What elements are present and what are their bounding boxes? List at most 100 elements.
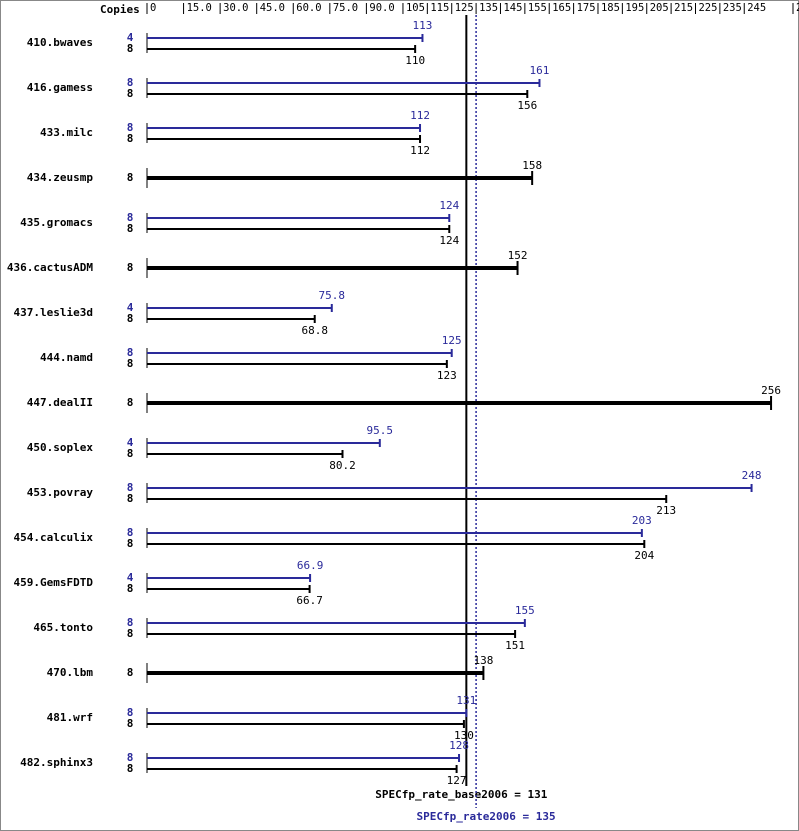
value-label: 204 — [634, 549, 654, 562]
x-tick-label: 245 — [747, 2, 766, 14]
copies-label: 8 — [127, 526, 134, 539]
value-label: 152 — [508, 249, 528, 262]
benchmark-name: 435.gromacs — [20, 216, 93, 229]
copies-label: 8 — [127, 312, 134, 325]
copies-label: 4 — [127, 31, 134, 44]
x-tick-label: 175 — [577, 2, 596, 14]
copies-label: 8 — [127, 751, 134, 764]
benchmark-name: 459.GemsFDTD — [14, 576, 94, 589]
x-tick-label: 155 — [528, 2, 547, 14]
copies-label: 8 — [127, 616, 134, 629]
benchmark-name: 436.cactusADM — [7, 261, 93, 274]
copies-label: 8 — [127, 87, 134, 100]
value-label: 161 — [530, 64, 550, 77]
value-label: 124 — [439, 234, 459, 247]
benchmark-name: 416.gamess — [27, 81, 93, 94]
copies-label: 4 — [127, 436, 134, 449]
copies-label: 4 — [127, 301, 134, 314]
value-label: 123 — [437, 369, 457, 382]
copies-label: 8 — [127, 42, 134, 55]
value-label: 127 — [447, 774, 467, 787]
value-label: 66.7 — [296, 594, 323, 607]
copies-label: 8 — [127, 666, 134, 679]
value-label: 113 — [413, 19, 433, 32]
copies-label: 8 — [127, 582, 134, 595]
value-label: 155 — [515, 604, 535, 617]
value-label: 95.5 — [367, 424, 394, 437]
value-label: 158 — [522, 159, 542, 172]
copies-label: 8 — [127, 481, 134, 494]
copies-label: 8 — [127, 76, 134, 89]
value-label: 203 — [632, 514, 652, 527]
copies-label: 8 — [127, 211, 134, 224]
copies-label: 8 — [127, 121, 134, 134]
x-tick-label: 205 — [650, 2, 669, 14]
x-tick-label: 30.0 — [223, 2, 248, 14]
x-tick-label: 225 — [698, 2, 717, 14]
benchmark-name: 453.povray — [27, 486, 94, 499]
reference-label: SPECfp_rate_base2006 = 131 — [375, 788, 548, 801]
value-label: 124 — [439, 199, 459, 212]
value-label: 248 — [742, 469, 762, 482]
x-tick-label: 60.0 — [296, 2, 321, 14]
value-label: 112 — [410, 144, 430, 157]
x-tick-label: 45.0 — [260, 2, 285, 14]
x-tick-label: 165 — [552, 2, 571, 14]
value-label: 131 — [456, 694, 476, 707]
copies-label: 8 — [127, 447, 134, 460]
copies-label: 8 — [127, 396, 134, 409]
value-label: 112 — [410, 109, 430, 122]
benchmark-name: 465.tonto — [33, 621, 93, 634]
copies-label: 8 — [127, 171, 134, 184]
x-tick-label: 115 — [430, 2, 449, 14]
copies-header: Copies — [100, 3, 140, 16]
benchmark-name: 437.leslie3d — [14, 306, 93, 319]
copies-label: 4 — [127, 571, 134, 584]
copies-label: 8 — [127, 132, 134, 145]
copies-label: 8 — [127, 261, 134, 274]
value-label: 125 — [442, 334, 462, 347]
benchmark-name: 410.bwaves — [27, 36, 93, 49]
x-tick-label: 265 — [796, 2, 799, 14]
copies-label: 8 — [127, 492, 134, 505]
copies-label: 8 — [127, 717, 134, 730]
x-tick-label: 215 — [674, 2, 693, 14]
reference-label: SPECfp_rate2006 = 135 — [417, 810, 556, 823]
benchmark-name: 433.milc — [40, 126, 93, 139]
value-label: 80.2 — [329, 459, 356, 472]
benchmark-name: 454.calculix — [14, 531, 94, 544]
value-label: 256 — [761, 384, 781, 397]
value-label: 66.9 — [297, 559, 324, 572]
value-label: 110 — [405, 54, 425, 67]
benchmark-name: 434.zeusmp — [27, 171, 94, 184]
value-label: 151 — [505, 639, 525, 652]
copies-label: 8 — [127, 762, 134, 775]
x-tick-label: 195 — [625, 2, 644, 14]
copies-label: 8 — [127, 627, 134, 640]
benchmark-name: 444.namd — [40, 351, 93, 364]
x-tick-label: 125 — [455, 2, 474, 14]
value-label: 75.8 — [319, 289, 346, 302]
value-label: 128 — [449, 739, 469, 752]
copies-label: 8 — [127, 537, 134, 550]
value-label: 156 — [517, 99, 537, 112]
value-label: 68.8 — [301, 324, 328, 337]
copies-label: 8 — [127, 706, 134, 719]
benchmark-name: 481.wrf — [47, 711, 93, 724]
copies-label: 8 — [127, 346, 134, 359]
x-tick-label: 90.0 — [369, 2, 394, 14]
x-tick-label: 185 — [601, 2, 620, 14]
copies-label: 8 — [127, 222, 134, 235]
benchmark-name: 470.lbm — [47, 666, 94, 679]
x-tick-label: 145 — [503, 2, 522, 14]
x-tick-label: 75.0 — [333, 2, 358, 14]
x-tick-label: 15.0 — [187, 2, 212, 14]
benchmark-name: 447.dealII — [27, 396, 93, 409]
value-label: 138 — [473, 654, 493, 667]
value-label: 130 — [454, 729, 474, 742]
benchmark-name: 482.sphinx3 — [20, 756, 93, 769]
x-tick-label: 0 — [150, 2, 156, 14]
x-tick-label: 105 — [406, 2, 425, 14]
